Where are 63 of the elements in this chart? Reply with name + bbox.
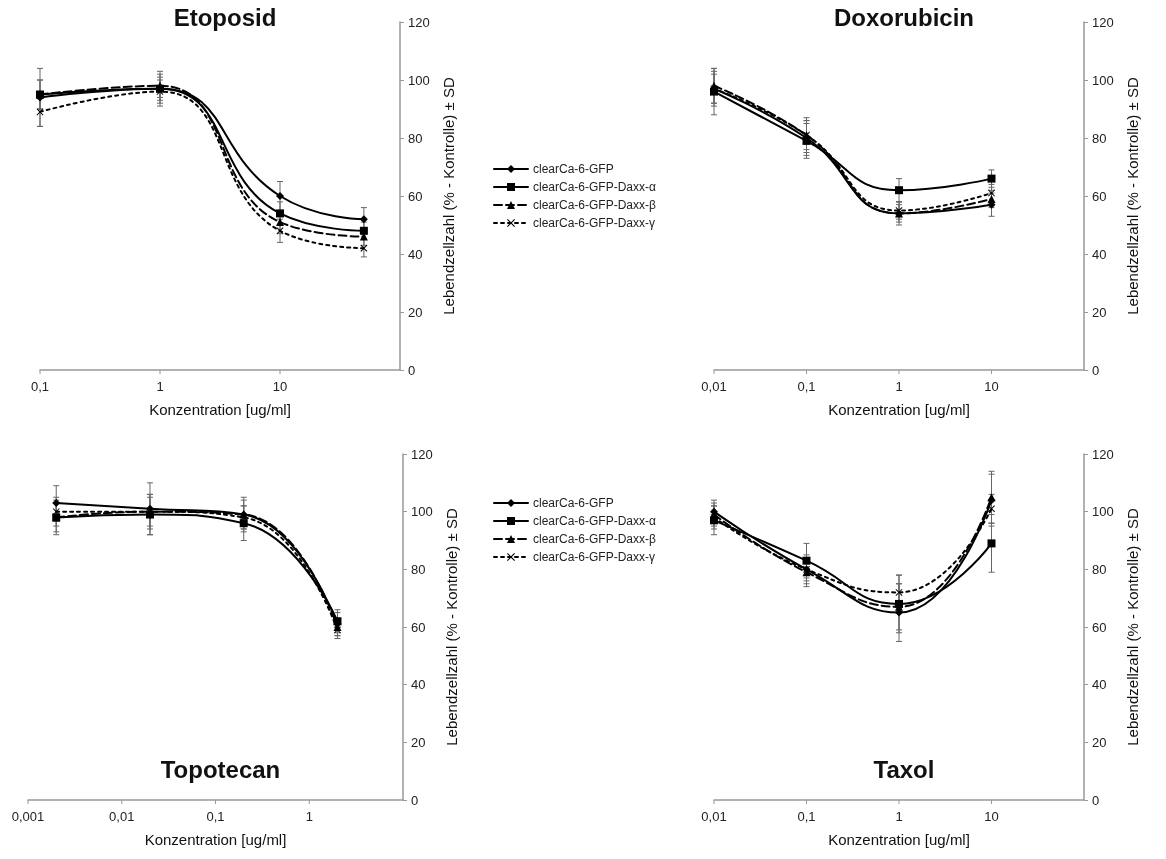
y-tick-label: 120 <box>1092 446 1114 462</box>
legend-label: clearCa-6-GFP-Daxx-α <box>533 180 657 194</box>
x-tick-label: 0,1 <box>30 379 50 394</box>
x-axis-title: Konzentration [ug/ml] <box>149 401 291 418</box>
y-tick-label: 60 <box>411 619 426 635</box>
x-axis-title: Konzentration [ug/ml] <box>828 401 970 418</box>
legend-label: clearCa-6-GFP-Daxx-α <box>533 514 657 528</box>
x-tick-label: 0,01 <box>701 379 727 394</box>
x-tick-label: 1 <box>895 379 903 394</box>
y-tick-label: 0 <box>411 792 419 808</box>
y-tick-label: 20 <box>408 304 423 320</box>
y-tick-label: 40 <box>411 677 426 693</box>
chart-title: Etoposid <box>173 3 277 31</box>
x-tick-label: 0,01 <box>109 809 135 824</box>
legend-label: clearCa-6-GFP-Daxx-γ <box>533 216 656 230</box>
x-tick-label: 0,1 <box>206 809 225 824</box>
y-tick-label: 20 <box>411 734 426 750</box>
x-axis-title: Konzentration [ug/ml] <box>144 831 287 848</box>
y-tick-label: 120 <box>411 446 433 462</box>
legend-label: clearCa-6-GFP <box>533 496 614 510</box>
x-tick-label: 0,1 <box>797 809 816 824</box>
y-tick-label: 80 <box>408 130 423 146</box>
x-tick-label: 1 <box>305 809 313 824</box>
y-tick-label: 20 <box>1092 304 1107 320</box>
y-tick-label: 0 <box>1092 362 1100 378</box>
y-tick-label: 20 <box>1092 734 1107 750</box>
text: Taxol <box>873 755 935 783</box>
x-tick-label: 0,001 <box>11 809 45 824</box>
y-tick-label: 40 <box>1092 246 1107 262</box>
legend-label: clearCa-6-GFP-Daxx-β <box>533 532 657 546</box>
y-tick-label: 0 <box>1092 792 1100 808</box>
x-tick-label: 10 <box>984 809 999 824</box>
y-tick-label: 120 <box>408 14 430 30</box>
y-tick-label: 100 <box>411 504 433 520</box>
x-tick-label: 1 <box>895 809 903 824</box>
y-tick-label: 100 <box>1092 72 1114 88</box>
text: Topotecan <box>160 755 281 783</box>
y-tick-label: 80 <box>1092 130 1107 146</box>
y-tick-label: 80 <box>411 561 426 577</box>
y-tick-label: 80 <box>1092 561 1107 577</box>
y-tick-label: 100 <box>408 72 430 88</box>
x-tick-label: 0,01 <box>701 809 727 824</box>
y-tick-label: 60 <box>1092 619 1107 635</box>
chart-title: Doxorubicin <box>833 3 975 31</box>
x-tick-label: 10 <box>984 379 999 394</box>
y-tick-label: 0 <box>408 362 416 378</box>
legend-label: clearCa-6-GFP-Daxx-γ <box>533 550 656 564</box>
y-axis-title: Lebendzellzahl (% - Kontrolle) ± SD <box>442 508 460 746</box>
legend-label: clearCa-6-GFP-Daxx-β <box>533 198 657 212</box>
x-axis-title: Konzentration [ug/ml] <box>828 831 970 848</box>
y-tick-label: 100 <box>1092 504 1114 520</box>
y-tick-label: 40 <box>1092 677 1107 693</box>
y-tick-label: 60 <box>408 188 423 204</box>
y-axis-title: Lebendzellzahl (% - Kontrolle) ± SD <box>439 77 457 315</box>
x-tick-label: 10 <box>272 379 288 394</box>
legend-label: clearCa-6-GFP <box>533 162 614 176</box>
x-tick-label: 0,1 <box>797 379 816 394</box>
x-tick-label: 1 <box>156 379 164 394</box>
y-tick-label: 40 <box>408 246 423 262</box>
y-axis-title: Lebendzellzahl (% - Kontrolle) ± SD <box>1123 508 1141 746</box>
y-tick-label: 60 <box>1092 188 1107 204</box>
y-axis-title: Lebendzellzahl (% - Kontrolle) ± SD <box>1123 77 1141 315</box>
y-tick-label: 120 <box>1092 14 1114 30</box>
